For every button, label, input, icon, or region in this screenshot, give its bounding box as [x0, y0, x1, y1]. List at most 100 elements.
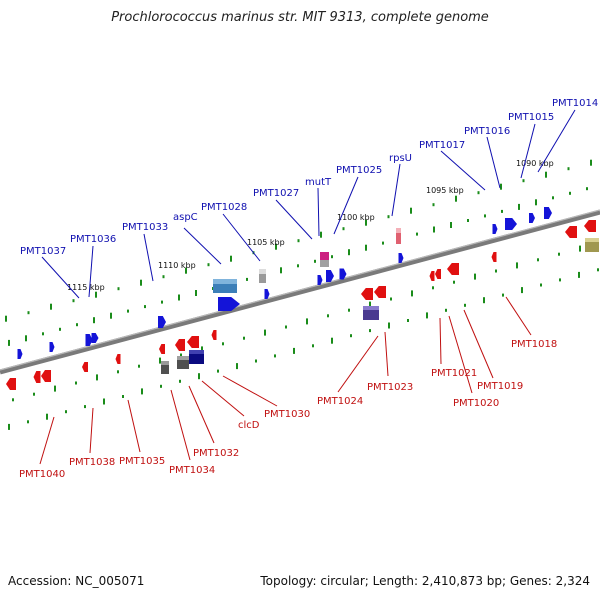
reverse-gene-arrow — [211, 330, 217, 340]
gene-label-pmt1034: PMT1034 — [169, 465, 215, 476]
gc-mark — [27, 311, 30, 315]
gc-mark — [537, 258, 539, 262]
gc-mark — [159, 357, 161, 364]
gc-mark — [255, 359, 257, 363]
scale-label-1100: 1100 kbp — [337, 213, 375, 222]
gc-mark — [348, 308, 350, 312]
gc-mark — [285, 325, 287, 329]
reverse-gene-arrow — [565, 226, 577, 238]
reverse-gene-arrow — [491, 252, 497, 262]
gc-mark — [65, 410, 67, 414]
gc-mark — [207, 263, 210, 267]
scale-label-1105: 1105 kbp — [247, 238, 285, 247]
gc-mark — [320, 231, 322, 238]
gc-mark — [522, 179, 525, 183]
gc-mark — [407, 319, 409, 322]
gc-mark — [161, 300, 163, 304]
feature-block — [320, 260, 329, 267]
gc-mark — [50, 303, 52, 310]
gene-label-pmt1015: PMT1015 — [508, 112, 554, 123]
gene-label-pmt1014: PMT1014 — [552, 98, 598, 109]
forward-gene-arrow — [398, 253, 404, 263]
gc-mark — [5, 315, 7, 322]
gc-mark — [579, 245, 581, 252]
gc-mark — [127, 309, 129, 313]
gc-mark — [160, 384, 162, 388]
scale-label-1090: 1090 kbp — [516, 159, 554, 168]
gc-mark — [274, 354, 276, 358]
gene-label-pmt1038: PMT1038 — [69, 457, 115, 468]
gc-mark — [516, 262, 518, 269]
genome-backbone — [0, 209, 600, 375]
gc-mark — [558, 252, 560, 256]
gc-mark — [342, 227, 345, 231]
reverse-gene-arrow — [115, 354, 121, 364]
gc-mark — [185, 267, 187, 274]
gc-mark — [103, 398, 105, 405]
forward-leader-lines — [41, 109, 576, 299]
gc-mark — [348, 249, 350, 256]
gene-label-aspC: aspC — [173, 212, 198, 223]
gc-mark — [477, 191, 480, 195]
gene-label-pmt1030: PMT1030 — [264, 409, 310, 420]
gc-mark — [84, 405, 86, 409]
gc-mark — [540, 283, 542, 287]
gc-mark — [590, 159, 592, 166]
reverse-gene-arrow — [187, 336, 199, 348]
gc-mark — [95, 291, 97, 298]
scale-label-1110: 1110 kbp — [158, 261, 196, 270]
gc-mark — [365, 219, 367, 226]
feature-block — [396, 228, 401, 244]
gc-mark — [314, 259, 316, 263]
gc-mark — [483, 297, 485, 304]
gc-mark — [110, 312, 112, 319]
accession-text: Accession: NC_005071 — [8, 574, 145, 588]
forward-gene-arrow — [326, 270, 334, 282]
forward-gene-arrow — [91, 333, 99, 343]
gc-mark — [76, 323, 78, 327]
gc-mark — [297, 239, 300, 243]
reverse-gene-arrow — [6, 378, 16, 390]
gc-mark — [567, 167, 570, 171]
gene-label-mutT: mutT — [305, 177, 332, 188]
gc-mark — [275, 243, 277, 250]
gc-mark — [27, 420, 29, 424]
gc-mark — [264, 329, 266, 336]
gc-mark — [180, 353, 182, 357]
gc-mark — [25, 335, 27, 342]
gc-track-lower — [8, 268, 599, 430]
gc-mark — [178, 294, 180, 301]
gene-label-pmt1036: PMT1036 — [70, 234, 116, 245]
gc-mark — [467, 219, 469, 222]
gc-track-inner-bottom — [12, 245, 581, 402]
gc-mark — [141, 388, 143, 395]
reverse-gene-arrow — [159, 344, 165, 354]
forward-gene-arrow — [264, 289, 270, 299]
gc-mark — [350, 334, 352, 338]
forward-gene-arrow — [544, 207, 552, 219]
reverse-gene-arrow — [584, 220, 596, 232]
gc-mark — [117, 287, 120, 291]
gc-mark — [217, 369, 219, 373]
gc-mark — [117, 370, 119, 374]
reverse-gene-arrow — [374, 286, 386, 298]
gc-mark — [416, 232, 418, 236]
gc-mark — [545, 171, 547, 178]
gc-mark — [236, 363, 238, 370]
gc-mark — [222, 342, 224, 346]
forward-gene-arrow — [529, 213, 535, 223]
gc-mark — [8, 423, 10, 430]
gene-label-pmt1027: PMT1027 — [253, 188, 299, 199]
gc-mark — [495, 269, 497, 273]
gc-mark — [521, 287, 523, 294]
gene-label-pmt1040: PMT1040 — [19, 469, 65, 480]
gc-mark — [144, 305, 146, 309]
gc-mark — [230, 255, 232, 262]
feature-block — [161, 361, 169, 374]
gc-mark — [198, 373, 200, 380]
reverse-gene-arrow — [175, 339, 185, 351]
gc-mark — [75, 381, 77, 385]
gc-mark — [387, 215, 390, 219]
gc-mark — [390, 297, 392, 301]
gc-track-upper — [5, 159, 592, 322]
